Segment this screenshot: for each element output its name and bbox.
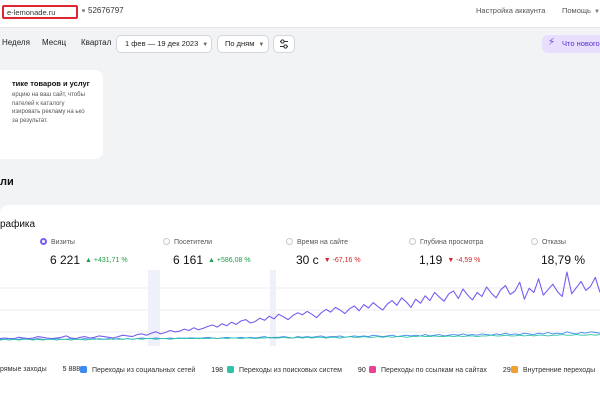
sliders-icon	[280, 39, 288, 49]
legend-item-internal[interactable]: Внутренние переходы	[511, 366, 595, 378]
period-month-button[interactable]: Месяц	[42, 38, 67, 47]
chart-gridlines	[0, 287, 600, 333]
delta-down: ▼ -67,16 %	[323, 257, 361, 264]
delta-value: +586,08 %	[216, 257, 251, 264]
checkbox-icon	[227, 366, 234, 373]
metric-label: Визиты	[51, 239, 75, 246]
delta-value: -4,59 %	[456, 257, 481, 264]
chevron-down-icon: ▼	[258, 42, 265, 48]
weekend-band	[270, 270, 276, 346]
whats-new-button[interactable]: ⚡ Что нового	[542, 35, 600, 53]
date-range-picker[interactable]: 1 фев — 19 дек 2023 ▼	[116, 35, 212, 53]
chart-series	[0, 271, 600, 341]
legend-value: 90	[357, 367, 366, 374]
traffic-chart[interactable]	[0, 270, 600, 346]
legend-label: рямые заходы	[0, 366, 47, 373]
metric-page-depth[interactable]: Глубина просмотра 1,19 ▼ -4,59 %	[409, 238, 483, 267]
radio-selected-icon	[40, 238, 47, 245]
radio-icon	[286, 238, 293, 245]
checkbox-icon	[80, 366, 87, 373]
help-menu[interactable]: Помощь ▼	[562, 6, 600, 15]
legend-item-direct[interactable]: рямые заходы 5 888	[0, 366, 80, 378]
delta-value: -67,16 %	[332, 257, 361, 264]
metric-value: 30 с	[296, 253, 319, 267]
date-range-label: 1 фев — 19 дек 2023	[125, 39, 199, 48]
site-name[interactable]: e-lemonade.ru	[2, 5, 78, 19]
legend-item-links[interactable]: Переходы по ссылкам на сайтах 29	[369, 366, 511, 378]
metric-value: 6 161	[173, 253, 204, 267]
grouping-select[interactable]: По дням ▼	[217, 35, 269, 53]
radio-icon	[409, 238, 416, 245]
chevron-down-icon: ▼	[593, 9, 600, 15]
legend-label: Переходы из поисковых систем	[239, 367, 342, 374]
legend-value: 198	[211, 367, 223, 374]
metric-label: Отказы	[542, 239, 566, 246]
legend-item-social[interactable]: Переходы из социальных сетей 198	[80, 366, 223, 378]
period-quarter-button[interactable]: Квартал	[81, 38, 112, 47]
separator-dot	[82, 9, 85, 12]
lightning-icon: ⚡	[548, 37, 556, 48]
delta-value: +431,71 %	[93, 257, 128, 264]
legend-value: 5 888	[62, 366, 81, 373]
checkbox-icon	[511, 366, 518, 373]
delta-up: ▲ +586,08 %	[208, 257, 251, 264]
delta-up: ▲ +431,71 %	[85, 257, 128, 264]
metric-label: Глубина просмотра	[420, 239, 484, 246]
account-settings-link[interactable]: Настройка аккаунта	[476, 6, 546, 15]
section-title: ли	[0, 176, 14, 188]
panel-title: рафика	[0, 219, 36, 230]
delta-down: ▼ -4,59 %	[447, 257, 481, 264]
metric-label: Время на сайте	[297, 239, 349, 246]
series-line-2	[0, 331, 600, 340]
metric-visits[interactable]: Визиты 6 221 ▲ +431,71 %	[40, 238, 128, 267]
legend-item-search[interactable]: Переходы из поисковых систем 90	[227, 366, 366, 378]
radio-icon	[163, 238, 170, 245]
counter-id: 52676797	[88, 6, 124, 15]
metric-value: 18,79 %	[541, 253, 586, 267]
checkbox-icon	[369, 366, 376, 373]
filter-bar: Неделя Месяц Квартал 1 фев — 19 дек 2023…	[0, 29, 600, 61]
traffic-panel: рафика Визиты 6 221 ▲ +431,71 % Посетител…	[0, 205, 600, 400]
series-line-3	[0, 334, 600, 341]
metric-visitors[interactable]: Посетители 6 161 ▲ +586,08 %	[163, 238, 251, 267]
legend-value: 29	[502, 367, 511, 374]
promo-title: тике товаров и услуг	[12, 79, 90, 88]
legend-label: Переходы из социальных сетей	[92, 367, 196, 374]
period-week-button[interactable]: Неделя	[2, 38, 30, 47]
weekend-band	[148, 270, 160, 346]
metric-value: 6 221	[50, 253, 81, 267]
metric-bounce-rate[interactable]: Отказы 18,79 %	[531, 238, 585, 267]
chevron-down-icon: ▼	[202, 42, 209, 48]
grouping-label: По дням	[225, 39, 255, 48]
filter-settings-button[interactable]	[273, 35, 295, 53]
top-bar: e-lemonade.ru 52676797 Настройка аккаунт…	[0, 0, 600, 28]
metric-value: 1,19	[419, 253, 443, 267]
legend-label: Внутренние переходы	[523, 367, 596, 374]
series-line-1	[0, 271, 600, 340]
metric-time-on-site[interactable]: Время на сайте 30 с ▼ -67,16 %	[286, 238, 361, 267]
promo-card[interactable]: тике товаров и услуг ерцию на ваш сайт, …	[0, 70, 103, 159]
radio-icon	[531, 238, 538, 245]
metric-label: Посетители	[174, 239, 212, 246]
promo-text: ерцию на ваш сайт, чтобы пателей к катал…	[12, 92, 85, 124]
legend-label: Переходы по ссылкам на сайтах	[381, 367, 487, 374]
help-label: Помощь	[562, 6, 591, 15]
whats-new-label: Что нового	[562, 39, 600, 48]
